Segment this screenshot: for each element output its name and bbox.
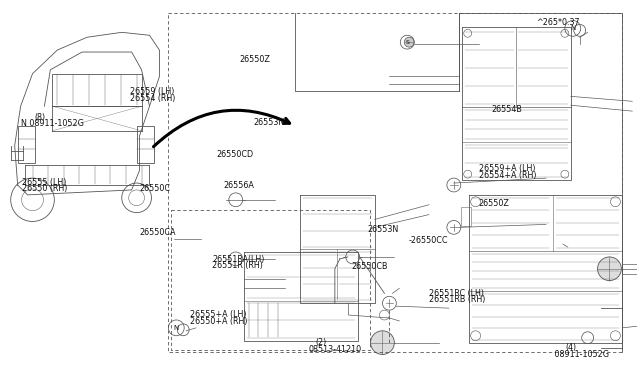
Text: 26551RB (RH): 26551RB (RH) (429, 295, 486, 304)
Circle shape (383, 296, 396, 310)
Text: -26550CC: -26550CC (409, 236, 449, 245)
Text: 26556A: 26556A (223, 181, 255, 190)
Text: 26550+A (RH): 26550+A (RH) (190, 317, 248, 326)
Text: 26550Z: 26550Z (239, 55, 270, 64)
Text: (2): (2) (316, 339, 327, 347)
Text: 26553N: 26553N (253, 118, 285, 128)
Circle shape (447, 178, 461, 192)
Text: S: S (405, 40, 409, 45)
Text: 26555+A (LH): 26555+A (LH) (190, 311, 246, 320)
Text: 26554 (RH): 26554 (RH) (130, 93, 175, 103)
Text: 08513-41210: 08513-41210 (308, 344, 362, 353)
Text: N: N (173, 325, 179, 331)
Text: 26550CA: 26550CA (139, 228, 176, 237)
Text: ^265*0.37: ^265*0.37 (536, 19, 579, 28)
Text: 26559+A (LH): 26559+A (LH) (479, 164, 535, 173)
Circle shape (228, 193, 243, 207)
Circle shape (371, 331, 394, 355)
Text: 26554+A (RH): 26554+A (RH) (479, 170, 536, 180)
Circle shape (346, 250, 360, 264)
Text: 26551RC (LH): 26551RC (LH) (429, 289, 484, 298)
Text: 26550C: 26550C (139, 185, 170, 193)
Text: 26550Z: 26550Z (479, 199, 509, 208)
Text: 26550CD: 26550CD (216, 150, 253, 159)
Text: 26554B: 26554B (492, 105, 522, 113)
Circle shape (598, 257, 621, 280)
Circle shape (177, 324, 189, 336)
Circle shape (447, 221, 461, 234)
Text: 26553N: 26553N (367, 225, 399, 234)
Text: 26555 (LH): 26555 (LH) (22, 178, 66, 187)
Text: 26559 (LH): 26559 (LH) (130, 87, 174, 96)
Circle shape (582, 332, 594, 344)
Text: 26550CB: 26550CB (352, 262, 388, 271)
Text: 08911-1052G: 08911-1052G (552, 350, 609, 359)
Text: 26551R (RH): 26551R (RH) (212, 262, 263, 270)
Text: N 08911-1052G: N 08911-1052G (20, 119, 83, 128)
Text: 26550 (RH): 26550 (RH) (22, 185, 67, 193)
Text: (4): (4) (566, 343, 577, 352)
Text: (8): (8) (35, 113, 45, 122)
Circle shape (404, 37, 414, 47)
Circle shape (228, 252, 243, 266)
Text: 26551RA(LH): 26551RA(LH) (212, 255, 264, 264)
Circle shape (574, 25, 586, 36)
Text: N: N (570, 25, 575, 31)
